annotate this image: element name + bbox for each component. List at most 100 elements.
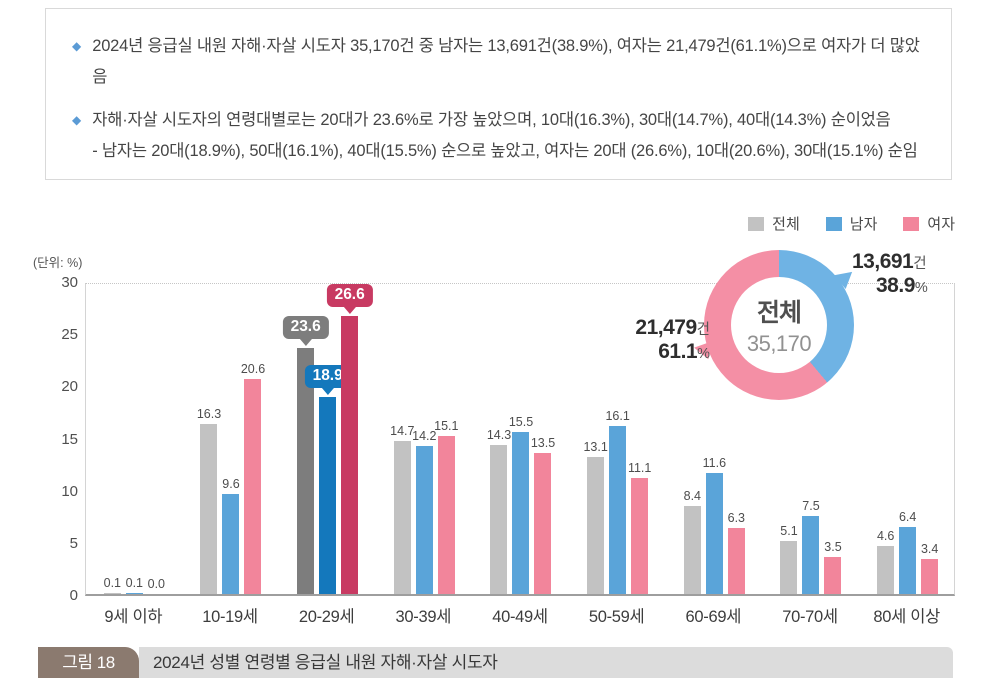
bar-전체	[200, 423, 218, 594]
bar-value-label: 6.3	[727, 511, 746, 526]
x-axis-label: 70-70세	[782, 608, 838, 626]
male-count-unit: 건	[913, 256, 927, 272]
bar-value-label: 0.1	[103, 575, 122, 590]
donut-center-value: 35,170	[746, 331, 812, 356]
bar-여자	[824, 557, 842, 594]
bar-전체	[393, 440, 411, 594]
badge-tail	[321, 387, 334, 395]
legend-label: 여자	[927, 216, 955, 233]
bullet-item: ◆ 자해·자살 시도자의 연령대별로는 20대가 23.6%로 가장 높았으며,…	[72, 105, 925, 166]
bar-여자	[437, 436, 455, 594]
bar-전체	[587, 457, 605, 594]
legend-item: 전체	[748, 213, 800, 234]
male-percent-unit: %	[914, 280, 928, 296]
bar-value-label: 9.6	[222, 476, 240, 491]
figure-caption-title: 2024년 성별 연령별 응급실 내원 자해·자살 시도자	[139, 647, 953, 678]
bar-value-label: 0.0	[147, 577, 166, 591]
bar-전체	[780, 540, 798, 594]
x-axis-label: 60-69세	[685, 608, 742, 626]
x-axis-label: 50-59세	[588, 608, 645, 626]
legend-swatch-icon	[903, 216, 920, 231]
bar-value-label: 11.1	[627, 461, 652, 476]
bar-value-label: 5.1	[780, 523, 798, 538]
bar-value-label: 6.4	[898, 510, 917, 525]
bar-여자	[727, 528, 745, 594]
bar-value-label: 4.6	[876, 529, 895, 544]
bar-value-badge: 26.6	[326, 284, 373, 315]
donut-hole: 전체 35,170	[731, 277, 827, 373]
bar-value-label: 8.4	[683, 489, 702, 504]
bar-여자	[341, 316, 359, 594]
bar-group: 0.1 0.1 0.0	[86, 281, 183, 594]
bar-group: 23.6 18.9 26.6	[279, 281, 376, 594]
male-count: 13,691	[852, 250, 914, 273]
bar-남자	[705, 472, 723, 594]
bar-여자	[921, 558, 939, 594]
bar-남자	[609, 426, 627, 594]
x-axis-label: 10-19세	[202, 608, 258, 626]
chart-legend: 전체 남자 여자	[748, 213, 955, 234]
bullet-subtext: - 남자는 20대(18.9%), 50대(16.1%), 40대(15.5%)…	[92, 141, 918, 160]
male-percent: 38.9	[876, 274, 915, 297]
bar-value-label: 3.5	[824, 540, 842, 555]
bar-value-badge: 18.9	[304, 364, 351, 395]
bar-group: 4.6 6.4 3.4	[859, 281, 956, 594]
diamond-bullet-icon: ◆	[72, 113, 82, 128]
bar-value-label: 3.4	[920, 541, 939, 556]
y-tick-label: 20	[61, 378, 78, 396]
bar-value-label: 11.6	[702, 455, 727, 470]
legend-label: 남자	[849, 216, 878, 233]
x-axis-label: 9세 이하	[104, 608, 163, 626]
female-count: 21,479	[635, 316, 697, 339]
bar-전체	[683, 506, 701, 594]
bar-여자	[244, 379, 262, 594]
donut-chart: 전체 35,170	[704, 250, 854, 400]
female-percent-unit: %	[697, 346, 710, 362]
y-tick-label: 10	[61, 482, 78, 500]
bar-value-badge: 23.6	[282, 315, 329, 346]
bar-남자	[415, 445, 433, 594]
unit-label: (단위: %)	[33, 256, 83, 270]
legend-item: 남자	[825, 213, 878, 234]
y-tick-label: 30	[61, 274, 78, 291]
bar-value-label: 14.7	[390, 423, 415, 438]
bar-group: 13.1 16.1 11.1	[569, 281, 666, 594]
x-axis-label: 40-49세	[492, 608, 548, 626]
bar-남자	[125, 592, 143, 594]
bar-남자	[512, 432, 530, 594]
badge-tail	[299, 338, 312, 346]
bar-value-label: 16.3	[196, 406, 222, 421]
bar-전체	[877, 546, 895, 594]
bar-group: 5.1 7.5 3.5	[763, 281, 860, 594]
female-count-unit: 건	[696, 322, 710, 338]
male-callout: 13,691건 38.9%	[852, 250, 928, 298]
legend-swatch-icon	[748, 216, 765, 231]
bar-group: 8.4 11.6 6.3	[666, 281, 763, 594]
y-tick-label: 25	[61, 326, 78, 344]
bar-남자	[899, 527, 917, 594]
bar-전체	[297, 347, 315, 594]
legend-label: 전체	[772, 216, 800, 233]
figure-number-tag: 그림 18	[38, 647, 139, 678]
bullet-text: 자해·자살 시도자의 연령대별로는 20대가 23.6%로 가장 높았으며, 1…	[92, 111, 891, 130]
x-axis-label: 30-39세	[395, 608, 452, 626]
plot-area: 0.1 0.1 0.0 16.3 9.6 20.6 23.6 18.9 26.6 14.7 14.2…	[85, 283, 955, 596]
bar-전체	[490, 444, 508, 594]
female-callout: 21,479건 61.1%	[616, 316, 710, 364]
bar-전체	[103, 592, 121, 594]
badge-tail	[343, 307, 356, 315]
bar-value-label: 15.1	[434, 419, 459, 434]
bar-남자	[319, 396, 337, 594]
bar-여자	[631, 478, 649, 594]
x-axis-label: 80세 이상	[873, 608, 940, 626]
bar-남자	[222, 493, 240, 594]
bar-남자	[802, 515, 820, 594]
bar-value-label: 15.5	[508, 415, 534, 430]
summary-box: ◆ 2024년 응급실 내원 자해·자살 시도자 35,170건 중 남자는 1…	[45, 8, 952, 180]
bar-여자	[534, 453, 552, 594]
bullet-item: ◆ 2024년 응급실 내원 자해·자살 시도자 35,170건 중 남자는 1…	[72, 31, 925, 92]
bar-value-label: 14.2	[412, 428, 437, 443]
bar-group: 14.7 14.2 15.1	[376, 281, 473, 594]
x-axis-label: 20-29세	[298, 608, 355, 626]
